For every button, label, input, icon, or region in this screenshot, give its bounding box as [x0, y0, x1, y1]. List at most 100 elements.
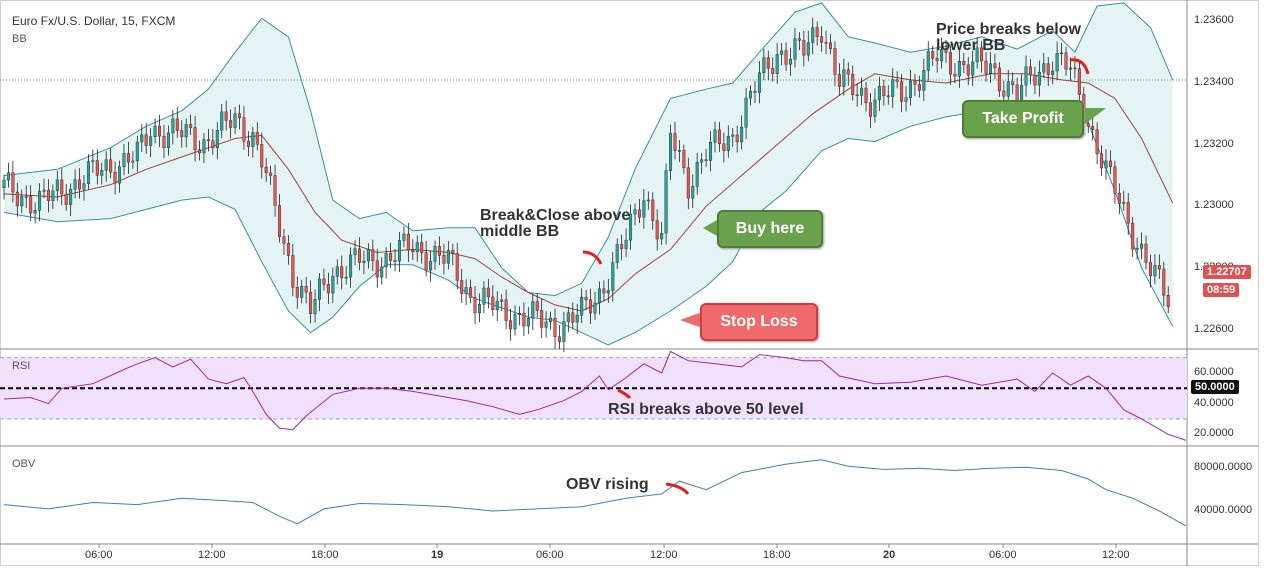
x-tick-label: 20 [883, 549, 896, 561]
candle-body [962, 61, 966, 66]
candle-body [149, 136, 153, 146]
candle-body [1095, 129, 1099, 155]
candle-body [1122, 202, 1126, 204]
candle-body [1113, 166, 1117, 194]
candle-body [988, 63, 992, 74]
candle-body [415, 242, 419, 253]
candle-body [593, 302, 597, 314]
candle-body [842, 69, 846, 87]
candle-body [1024, 66, 1028, 86]
candle-body [677, 150, 681, 152]
candle-body [522, 313, 526, 327]
candle-body [1020, 85, 1024, 101]
candle-body [380, 266, 384, 278]
candle-body [886, 95, 890, 98]
candle-body [553, 317, 557, 337]
candle-body [202, 139, 206, 154]
candle-body [162, 135, 166, 149]
candle-body [158, 125, 162, 137]
candle-body [482, 287, 486, 305]
candle-body [135, 141, 139, 162]
candle-body [389, 253, 393, 261]
x-tick-label: 18:00 [763, 549, 791, 561]
candle-body [948, 52, 952, 75]
stop-callout-pointer [680, 312, 702, 328]
candle-body [904, 97, 908, 102]
candle-body [504, 299, 508, 321]
candle-body [615, 244, 619, 263]
candle-body [495, 301, 499, 311]
candle-body [1015, 84, 1019, 101]
candle-body [851, 73, 855, 96]
candle-body [335, 266, 339, 277]
candle-body [1037, 71, 1041, 86]
candle-body [1060, 52, 1064, 55]
candle-body [295, 287, 299, 298]
candle-body [877, 86, 881, 101]
candle-body [20, 196, 24, 207]
x-tick-label: 06:00 [536, 549, 564, 561]
candle-body [446, 250, 450, 264]
candle-body [82, 183, 86, 190]
candle-body [95, 160, 99, 176]
candle-body [273, 175, 277, 206]
y-tick-label: 1.23600 [1194, 14, 1234, 27]
candle-body [917, 84, 921, 91]
candle-body [189, 124, 193, 128]
candle-body [873, 99, 877, 117]
candle-body [1064, 52, 1068, 70]
candle-body [362, 260, 366, 263]
candle-body [633, 209, 637, 215]
candle-body [1068, 67, 1072, 70]
candle-body [206, 139, 210, 141]
candle-body [673, 133, 677, 151]
candle-body [775, 54, 779, 74]
stop-loss-callout: Stop Loss [700, 303, 818, 341]
candle-body [1028, 66, 1032, 76]
candle-body [246, 141, 250, 147]
candle-body [477, 304, 481, 314]
candle-body [549, 317, 553, 323]
candle-body [78, 179, 82, 190]
candle-body [153, 125, 157, 137]
candle-body [606, 290, 610, 294]
candle-body [24, 196, 28, 198]
candle-body [113, 171, 117, 184]
x-tick-label: 18:00 [311, 549, 339, 561]
candle-body [757, 72, 761, 93]
candle-body [686, 167, 690, 199]
candle-body [811, 27, 815, 43]
candle-body [824, 42, 828, 44]
candle-body [317, 278, 321, 300]
bb-indicator-label: BB [12, 33, 27, 45]
candle-body [1100, 153, 1104, 169]
candle-body [1157, 265, 1161, 270]
candle-body [975, 47, 979, 63]
candle-body [118, 166, 122, 184]
candle-body [953, 73, 957, 77]
candle-body [540, 310, 544, 328]
candle-body [589, 299, 593, 314]
candle-body [411, 250, 415, 253]
candle-body [700, 159, 704, 163]
candle-body [1131, 222, 1135, 250]
x-tick-label: 06:00 [85, 549, 113, 561]
candle-body [215, 130, 219, 148]
candle-body [42, 189, 46, 192]
candle-body [1073, 67, 1077, 70]
candle-body [1086, 123, 1090, 127]
candle-body [424, 252, 428, 271]
candle-body [1033, 74, 1037, 86]
candle-body [1104, 160, 1108, 169]
rsi-panel-label: RSI [12, 360, 31, 372]
candle-body [669, 133, 673, 171]
candle-body [69, 189, 73, 205]
candle-body [473, 297, 477, 314]
candle-body [895, 79, 899, 82]
take-profit-callout: Take Profit [962, 100, 1084, 138]
candle-body [624, 239, 628, 249]
candle-body [224, 111, 228, 121]
candle-body [806, 42, 810, 56]
candle-body [251, 132, 255, 147]
candle-body [313, 299, 317, 314]
